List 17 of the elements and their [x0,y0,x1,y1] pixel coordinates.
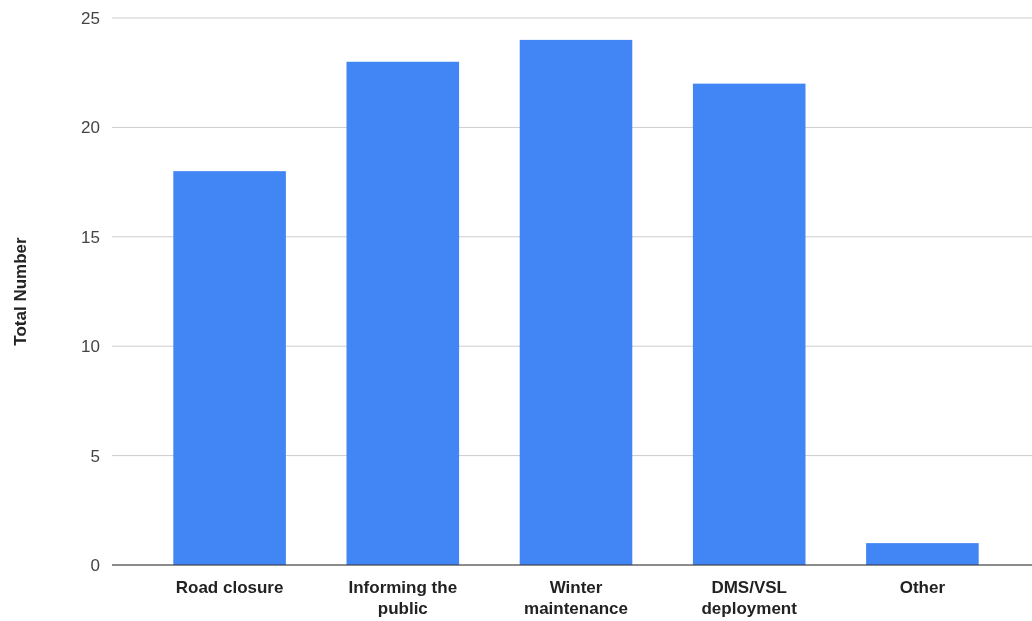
y-tick-label: 25 [81,8,100,28]
y-tick-label: 5 [90,446,100,466]
y-tick-label: 15 [81,227,100,247]
y-tick-label: 20 [81,118,100,138]
bar [519,39,633,565]
x-tick-label: Road closure [175,578,284,597]
bar [692,83,806,565]
x-tick-label: Other [899,578,946,597]
x-tick-label: DMS/VSL deployment [701,578,798,618]
y-axis-title: Total Number [11,236,30,346]
bar [346,61,460,565]
y-tick-label: 10 [81,337,100,357]
x-tick-label: Winter maintenance [524,578,628,618]
y-tick-label: 0 [90,555,100,575]
x-tick-label: Informing the public [348,578,458,618]
bar [173,171,286,565]
bar [866,543,979,565]
